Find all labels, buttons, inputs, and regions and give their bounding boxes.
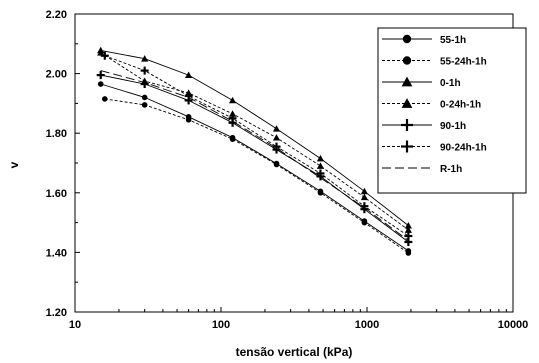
data-point-triangle	[404, 226, 412, 233]
data-point-circle	[102, 96, 108, 102]
data-point-triangle	[141, 55, 149, 62]
data-point-triangle	[185, 71, 193, 78]
y-tick-label: 1.40	[46, 247, 67, 259]
legend-box	[377, 27, 527, 194]
x-tick-label: 1000	[355, 319, 379, 331]
data-point-circle	[141, 102, 148, 108]
data-point-circle	[141, 94, 148, 101]
legend-label: 0-24h-1h	[440, 100, 481, 111]
data-point-triangle	[228, 96, 237, 104]
data-point-triangle	[401, 98, 413, 108]
legend-label: 55-24h-1h	[440, 57, 487, 68]
series-line	[104, 98, 409, 254]
data-point-triangle	[316, 162, 325, 169]
legend-item: 55-1h	[382, 34, 466, 46]
series-layer	[96, 46, 413, 256]
legend-item: 90-24h-1h	[382, 140, 487, 154]
y-axis-label: v	[7, 161, 21, 168]
data-point-plus	[184, 91, 193, 100]
legend-item: 0-24h-1h	[382, 98, 481, 111]
y-tick-label: 1.20	[46, 307, 67, 319]
legend-label: 0-1h	[440, 78, 461, 89]
data-point-circle	[402, 34, 412, 44]
data-point-plus	[228, 114, 237, 123]
x-axis-label: tensão vertical (kPa)	[236, 345, 353, 359]
data-point-triangle	[97, 49, 105, 56]
data-point-triangle	[272, 134, 281, 141]
data-point-plus	[100, 51, 109, 60]
legend-item: 0-1h	[382, 76, 461, 89]
data-point-circle	[402, 56, 412, 65]
data-point-circle	[405, 250, 412, 256]
data-point-plus	[404, 232, 413, 241]
data-point-plus	[401, 140, 413, 153]
data-point-plus	[316, 169, 325, 178]
data-point-triangle	[401, 76, 413, 87]
data-point-triangle	[360, 193, 369, 201]
y-tick-label: 1.60	[46, 188, 67, 200]
legend-label: 90-1h	[440, 121, 466, 132]
data-point-plus	[401, 119, 413, 131]
data-point-triangle	[316, 154, 325, 162]
series-line	[100, 70, 409, 241]
legend: 55-1h 55-24h-1h 0-1h 0-24h-1h 90-1h 90-24h-1h…	[377, 27, 527, 194]
legend-item: 55-24h-1h	[382, 56, 487, 68]
series-line	[100, 49, 409, 226]
legend-label: 90-24h-1h	[440, 143, 487, 154]
data-point-circle	[317, 190, 324, 196]
y-tick-label: 2.00	[46, 69, 67, 81]
y-tick-label: 2.20	[46, 9, 67, 21]
data-point-circle	[185, 116, 192, 123]
data-point-circle	[361, 219, 368, 226]
legend-item: R-1h	[382, 164, 462, 175]
y-tick-label: 1.80	[46, 128, 67, 140]
data-point-circle	[273, 161, 280, 168]
legend-label: R-1h	[440, 164, 462, 175]
x-tick-label: 10	[69, 319, 81, 331]
data-point-circle	[97, 81, 104, 87]
x-axis: 10 100 1000 10000	[69, 307, 528, 331]
legend-item: 90-1h	[382, 119, 466, 132]
data-point-triangle	[360, 187, 369, 195]
data-point-plus	[360, 202, 369, 211]
data-point-triangle	[404, 221, 412, 229]
data-point-triangle	[228, 110, 237, 117]
series-line	[104, 55, 409, 237]
data-point-circle	[229, 136, 236, 142]
legend-label: 55-1h	[440, 35, 466, 46]
data-point-plus	[140, 80, 149, 89]
series-90-24h-1h	[100, 51, 413, 241]
data-point-plus	[96, 71, 105, 80]
series-55-24h-1h	[102, 96, 412, 256]
series-R-1h	[100, 70, 409, 241]
data-point-plus	[140, 66, 149, 75]
series-line	[100, 74, 409, 243]
y-axis: 1.20 1.40 1.60 1.80 2.00 2.20	[46, 9, 80, 319]
series-0-1h	[97, 46, 412, 229]
series-line	[100, 52, 409, 231]
series-line	[100, 83, 409, 252]
x-tick-label: 10000	[498, 319, 529, 331]
data-point-triangle	[272, 125, 281, 132]
x-tick-label: 100	[212, 319, 230, 331]
series-0-24h-1h	[97, 49, 412, 233]
